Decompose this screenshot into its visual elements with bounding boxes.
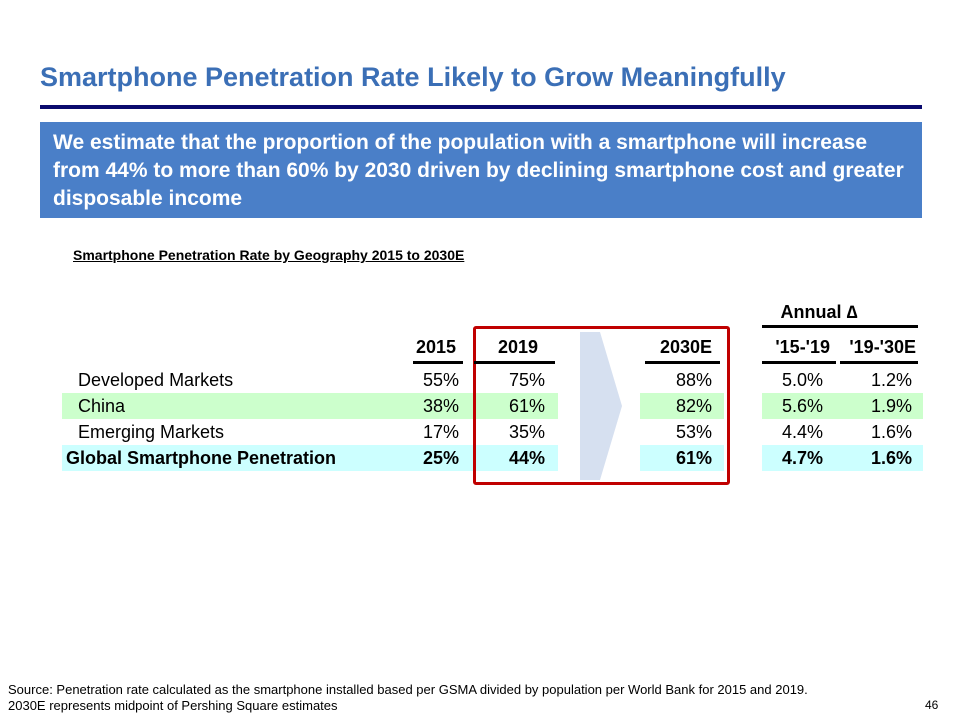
table-cell: 1.6% bbox=[870, 448, 912, 468]
table-cell: 5.6% bbox=[781, 396, 823, 416]
table-cell: 82% bbox=[675, 396, 712, 416]
table-cell: 35% bbox=[508, 422, 545, 442]
global-band bbox=[762, 445, 923, 471]
title-divider bbox=[40, 105, 922, 109]
col-header-2015: 2015 bbox=[415, 337, 456, 357]
table-cell: 5.0% bbox=[781, 370, 823, 390]
row-label: Emerging Markets bbox=[78, 422, 225, 442]
global-band bbox=[640, 445, 724, 471]
callout-box bbox=[40, 122, 922, 218]
table-cell: 55% bbox=[422, 370, 459, 390]
table-cell: 4.7% bbox=[781, 448, 823, 468]
header-underline bbox=[413, 361, 463, 364]
table-cell: 38% bbox=[422, 396, 459, 416]
table-cell: 75% bbox=[508, 370, 545, 390]
row-label: Developed Markets bbox=[78, 370, 234, 390]
table-cell: 1.9% bbox=[870, 396, 912, 416]
table-cell: 4.4% bbox=[781, 422, 823, 442]
source-line: Source: Penetration rate calculated as t… bbox=[8, 682, 808, 697]
china-band bbox=[762, 393, 923, 419]
table-cell: 1.6% bbox=[870, 422, 912, 442]
group-header-annual-change: Annual ∆ bbox=[780, 302, 858, 322]
chevron-right-icon bbox=[580, 332, 622, 480]
header-underline bbox=[840, 361, 918, 364]
china-band bbox=[640, 393, 724, 419]
header-underline bbox=[474, 361, 555, 364]
callout-text: We estimate that the proportion of the p… bbox=[53, 131, 904, 210]
group-underline bbox=[762, 325, 918, 328]
table-cell: 61% bbox=[675, 448, 712, 468]
slide-title: Smartphone Penetration Rate Likely to Gr… bbox=[40, 62, 786, 92]
source-line: 2030E represents midpoint of Pershing Sq… bbox=[8, 698, 338, 713]
row-label: Global Smartphone Penetration bbox=[66, 448, 337, 468]
table-cell: 1.2% bbox=[870, 370, 912, 390]
header-underline bbox=[762, 361, 836, 364]
table-cell: 88% bbox=[675, 370, 712, 390]
col-header-15-19: '15-'19 bbox=[775, 337, 830, 357]
highlight-box bbox=[473, 326, 730, 485]
table-cell: 17% bbox=[422, 422, 459, 442]
col-header-19-30e: '19-'30E bbox=[849, 337, 916, 357]
table-cell: 53% bbox=[675, 422, 712, 442]
header-underline bbox=[645, 361, 720, 364]
table-cell: 61% bbox=[508, 396, 545, 416]
table-title: Smartphone Penetration Rate by Geography… bbox=[73, 247, 465, 263]
col-header-2030e: 2030E bbox=[659, 337, 712, 357]
table-cell: 25% bbox=[422, 448, 459, 468]
page-number: 46 bbox=[925, 698, 939, 712]
row-label: China bbox=[78, 396, 126, 416]
source-note: Source: Penetration rate calculated as t… bbox=[8, 682, 808, 714]
col-header-2019: 2019 bbox=[497, 337, 538, 357]
table-cell: 44% bbox=[508, 448, 545, 468]
